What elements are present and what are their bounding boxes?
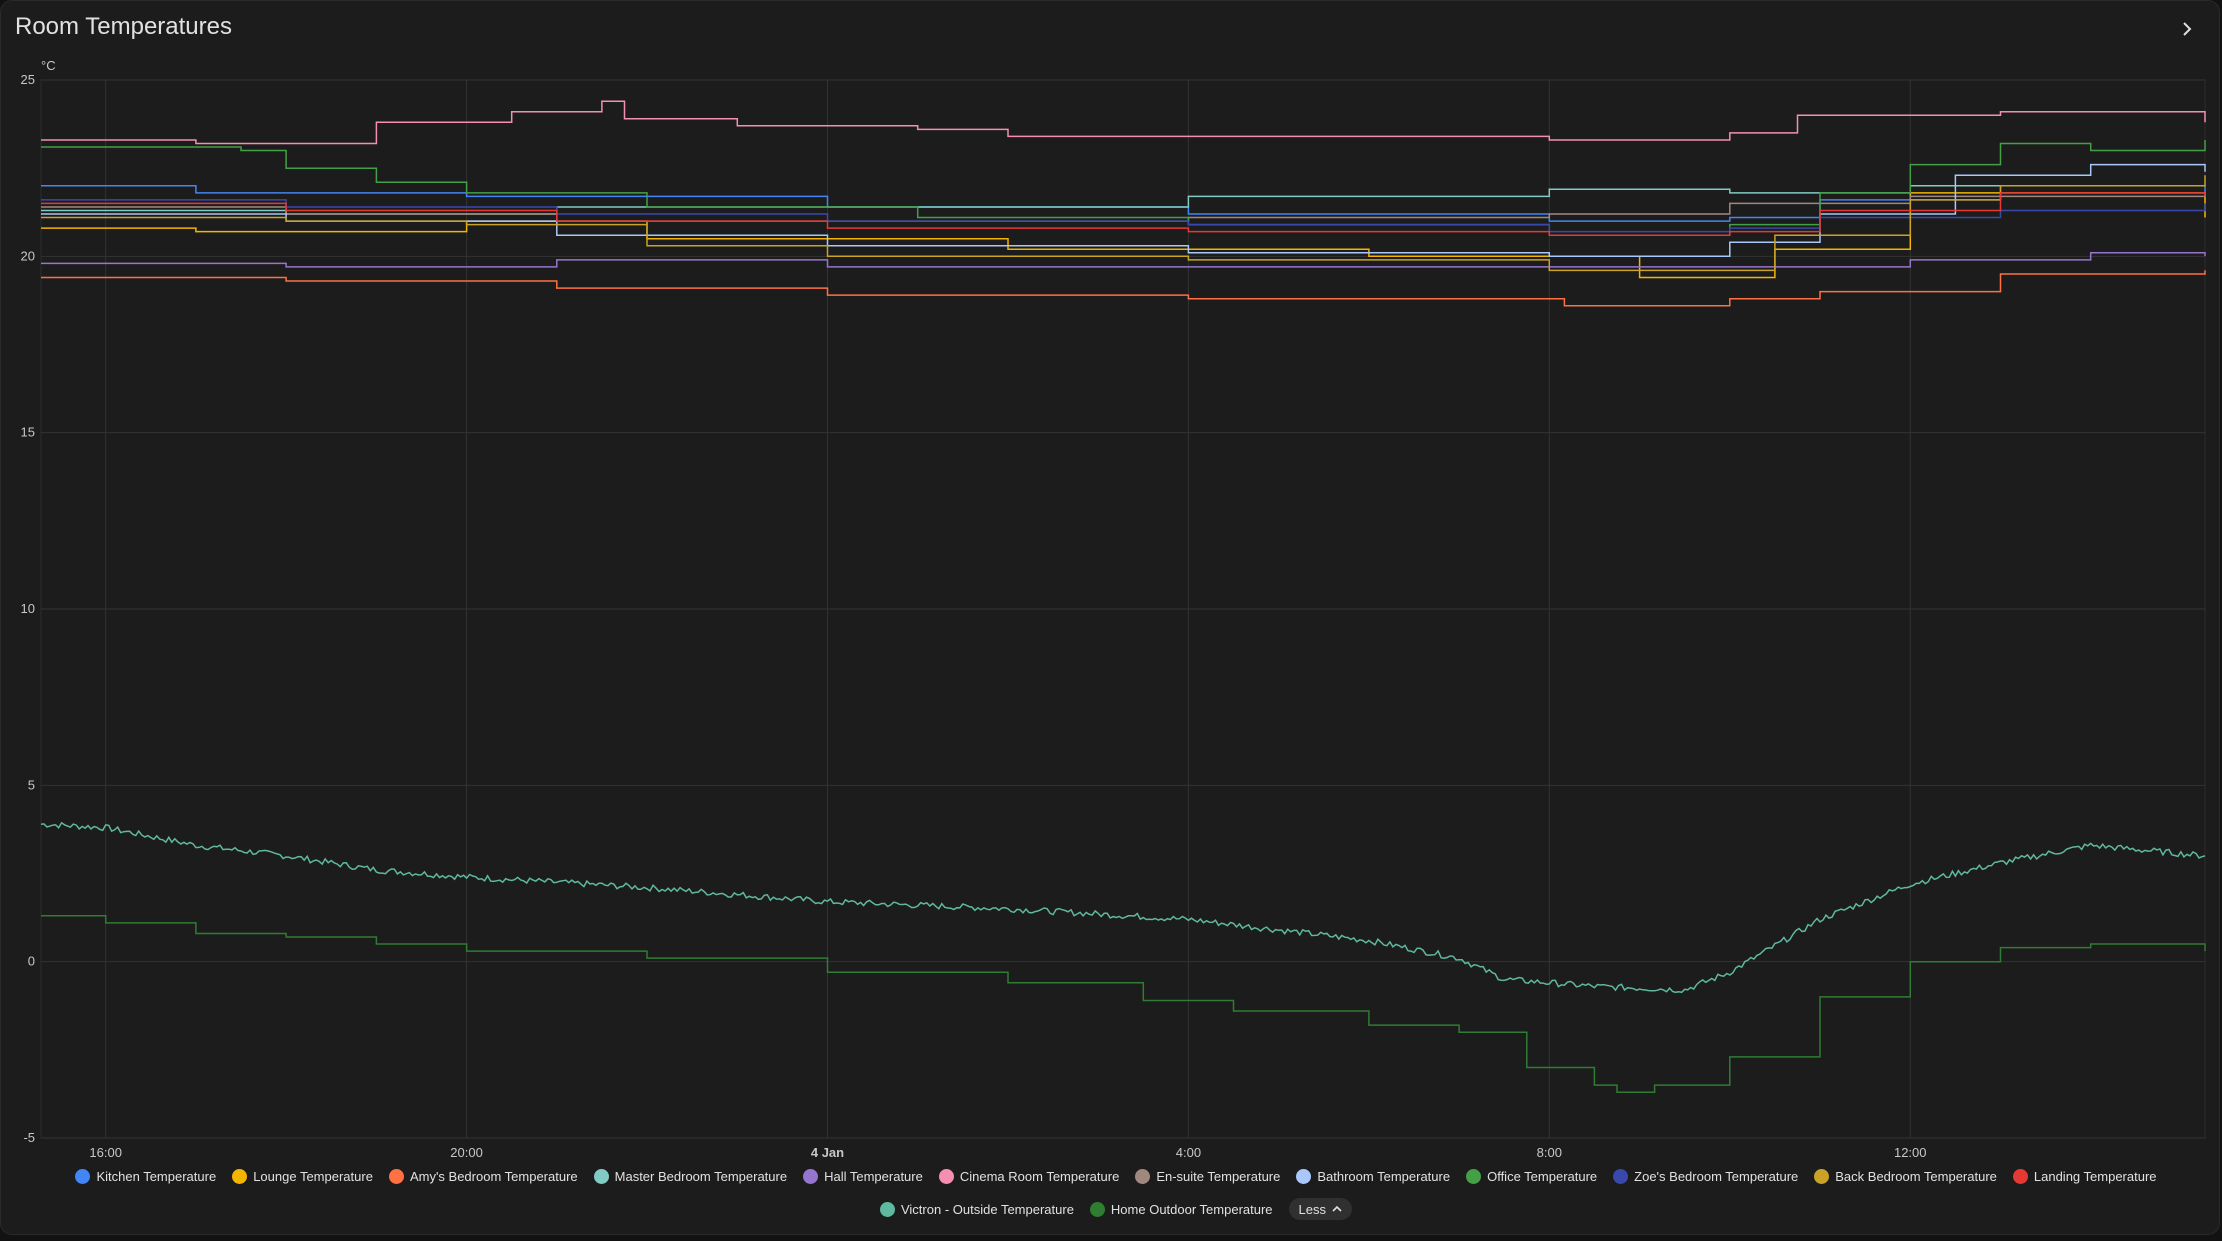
x-tick-label: 8:00: [1537, 1145, 1562, 1160]
legend-item[interactable]: Back Bedroom Temperature: [1814, 1166, 1997, 1186]
legend-item[interactable]: Bathroom Temperature: [1296, 1166, 1450, 1186]
legend-label: Back Bedroom Temperature: [1835, 1168, 1997, 1184]
legend-label: Hall Temperature: [824, 1168, 923, 1184]
y-tick-label: 5: [28, 777, 35, 792]
series-line-2[interactable]: [41, 270, 2206, 307]
legend-swatch: [388, 1168, 404, 1184]
legend-swatch: [1613, 1168, 1629, 1184]
legend-label: Victron - Outside Temperature: [900, 1201, 1074, 1217]
legend-swatch: [232, 1168, 248, 1184]
chevron-right-icon[interactable]: [2173, 15, 2201, 43]
legend-swatch: [75, 1168, 91, 1184]
legend-swatch: [1296, 1168, 1312, 1184]
x-tick-label: 4:00: [1176, 1145, 1201, 1160]
legend-swatch: [1466, 1168, 1482, 1184]
card-title: Room Temperatures: [15, 13, 232, 40]
series-line-5[interactable]: [41, 100, 2206, 145]
legend-label: Landing Temperature: [2033, 1168, 2157, 1184]
series-line-10[interactable]: [41, 175, 2206, 272]
legend-label: Office Temperature: [1487, 1168, 1598, 1184]
legend-swatch: [803, 1168, 819, 1184]
legend-label: Lounge Temperature: [253, 1168, 373, 1184]
legend-item[interactable]: Office Temperature: [1466, 1166, 1597, 1186]
series-line-7[interactable]: [41, 163, 2206, 258]
legend-swatch: [593, 1168, 609, 1184]
x-tick-label: 16:00: [89, 1145, 122, 1160]
legend-item[interactable]: Home Outdoor Temperature: [1089, 1199, 1273, 1219]
series-line-4[interactable]: [41, 252, 2206, 268]
chart-legend: Kitchen Temperature Lounge Temperature Amy…: [41, 1166, 2191, 1220]
legend-item[interactable]: Landing Temperature: [2012, 1166, 2157, 1186]
y-tick-label: 10: [21, 601, 35, 616]
series-line-12[interactable]: [40, 821, 2206, 994]
legend-label: Amy's Bedroom Temperature: [409, 1168, 578, 1184]
series-line-11[interactable]: [41, 192, 2206, 236]
x-tick-label: 12:00: [1894, 1145, 1927, 1160]
legend-item[interactable]: Victron - Outside Temperature: [879, 1199, 1074, 1219]
y-tick-label: 0: [28, 954, 35, 969]
legend-less-label: Less: [1298, 1201, 1327, 1217]
legend-label: Bathroom Temperature: [1317, 1168, 1451, 1184]
y-tick-label: 15: [21, 425, 35, 440]
legend-item[interactable]: Master Bedroom Temperature: [593, 1166, 788, 1186]
legend-swatch: [879, 1201, 895, 1217]
y-tick-label: -5: [23, 1130, 35, 1145]
series-line-13[interactable]: [41, 915, 2206, 1093]
legend-swatch: [2012, 1168, 2028, 1184]
y-tick-label: 25: [21, 72, 35, 87]
series-line-9[interactable]: [41, 199, 2206, 233]
legend-item[interactable]: En-suite Temperature: [1135, 1166, 1280, 1186]
legend-item[interactable]: Kitchen Temperature: [75, 1166, 216, 1186]
legend-swatch: [1814, 1168, 1830, 1184]
legend-label: Cinema Room Temperature: [959, 1168, 1120, 1184]
legend-less-button[interactable]: Less: [1288, 1198, 1353, 1220]
y-tick-label: 20: [21, 248, 35, 263]
y-axis-unit: °C: [41, 58, 56, 73]
x-tick-label: 4 Jan: [811, 1145, 844, 1160]
legend-label: Master Bedroom Temperature: [614, 1168, 788, 1184]
legend-item[interactable]: Hall Temperature: [803, 1166, 923, 1186]
legend-label: Home Outdoor Temperature: [1110, 1201, 1273, 1217]
legend-swatch: [1089, 1201, 1105, 1217]
x-tick-label: 20:00: [450, 1145, 483, 1160]
legend-item[interactable]: Lounge Temperature: [232, 1166, 373, 1186]
legend-label: En-suite Temperature: [1156, 1168, 1281, 1184]
legend-item[interactable]: Zoe's Bedroom Temperature: [1613, 1166, 1798, 1186]
legend-item[interactable]: Cinema Room Temperature: [938, 1166, 1120, 1186]
chevron-up-icon: [1332, 1202, 1342, 1217]
legend-swatch: [938, 1168, 954, 1184]
series-line-1[interactable]: [41, 192, 2206, 279]
legend-swatch: [1135, 1168, 1151, 1184]
legend-label: Kitchen Temperature: [96, 1168, 217, 1184]
legend-label: Zoe's Bedroom Temperature: [1634, 1168, 1799, 1184]
legend-item[interactable]: Amy's Bedroom Temperature: [388, 1166, 578, 1186]
temperature-chart[interactable]: 25 20 15 10 5 0 -5 °C 16:00 20:00 4 Jan 4:00 8:00 12:…: [1, 1, 2222, 1161]
